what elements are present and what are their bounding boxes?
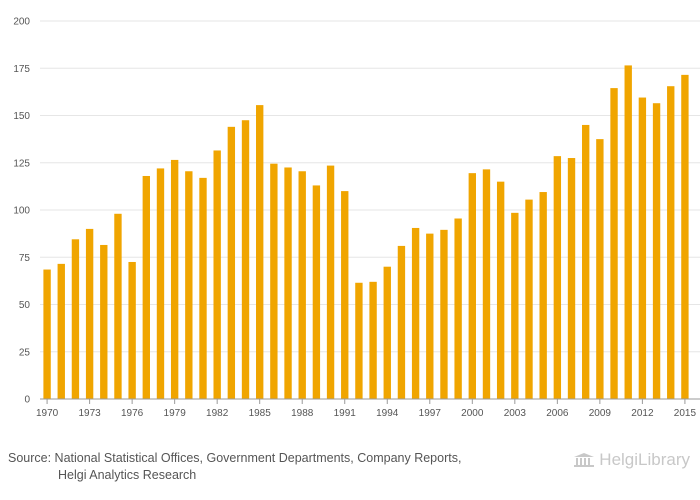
x-tick-label: 1970 (36, 408, 59, 419)
source-line-2: Helgi Analytics Research (58, 468, 197, 482)
x-tick-label: 2000 (461, 408, 484, 419)
bar-1989[interactable] (312, 185, 321, 399)
bar-1973[interactable] (85, 228, 94, 399)
source-line-1: Source: National Statistical Offices, Go… (8, 451, 462, 465)
bar-2006[interactable] (553, 156, 562, 399)
bar-2015[interactable] (681, 74, 689, 400)
bar-2014[interactable] (667, 86, 675, 399)
x-tick-label: 1997 (419, 408, 442, 419)
bar-2010[interactable] (610, 88, 618, 399)
bar-chart: 0 25 50 75 100 125 150 175 200 1970 1973 1976 1979 19… (13, 17, 700, 419)
y-tick-label: 0 (24, 395, 30, 406)
bar-2003[interactable] (511, 212, 519, 399)
helgi-library-logo: HelgiLibrary (573, 450, 690, 470)
bar-1994[interactable] (383, 266, 391, 399)
y-tick-label: 100 (13, 206, 30, 217)
x-tick-label: 2006 (546, 408, 569, 419)
bar-1993[interactable] (369, 281, 377, 399)
y-tick-label: 200 (13, 17, 30, 28)
bar-1984[interactable] (241, 120, 250, 399)
bar-2002[interactable] (496, 181, 505, 399)
y-tick-label: 50 (19, 300, 31, 311)
bar-1997[interactable] (426, 233, 434, 399)
chart-svg: 0 25 50 75 100 125 150 175 200 1970 1973 1976 1979 19… (13, 17, 700, 419)
bar-1998[interactable] (440, 229, 448, 399)
bar-2012[interactable] (638, 97, 647, 400)
y-tick-label: 75 (19, 253, 31, 264)
x-tick-label: 2015 (674, 408, 697, 419)
x-tick-label: 1979 (164, 408, 187, 419)
x-tick-label: 1991 (334, 408, 357, 419)
x-tick-label: 1994 (376, 408, 399, 419)
source-note: Source: National Statistical Offices, Go… (8, 450, 548, 484)
x-tick-label: 2012 (631, 408, 654, 419)
bar-1983[interactable] (227, 126, 236, 399)
x-tick-label: 2009 (589, 408, 612, 419)
bar-1976[interactable] (128, 261, 136, 399)
x-tick-label: 1982 (206, 408, 229, 419)
bar-1999[interactable] (454, 218, 462, 399)
bar-2009[interactable] (596, 139, 604, 399)
bar-1980[interactable] (185, 171, 193, 399)
bar-1987[interactable] (284, 167, 292, 399)
bar-2000[interactable] (468, 173, 476, 399)
bar-1982[interactable] (213, 150, 221, 399)
bar-1971[interactable] (57, 263, 65, 399)
bar-1995[interactable] (397, 245, 406, 399)
bar-2013[interactable] (652, 103, 661, 399)
bar-1981[interactable] (199, 177, 207, 399)
bar-2004[interactable] (525, 199, 533, 399)
library-building-icon (574, 453, 595, 467)
bar-1985[interactable] (256, 105, 264, 399)
bar-1996[interactable] (411, 227, 420, 399)
bar-2005[interactable] (539, 192, 547, 399)
bar-2011[interactable] (624, 65, 632, 399)
bar-1974[interactable] (100, 244, 108, 399)
bar-1978[interactable] (156, 168, 165, 399)
x-tick-label: 2003 (504, 408, 527, 419)
bar-1977[interactable] (142, 175, 150, 399)
bar-1975[interactable] (114, 213, 122, 399)
bar-1992[interactable] (355, 282, 363, 399)
x-tick-label: 1973 (78, 408, 101, 419)
x-tick-label: 1988 (291, 408, 314, 419)
x-tick-label: 1976 (121, 408, 144, 419)
bar-1972[interactable] (71, 239, 80, 399)
y-tick-label: 125 (13, 158, 30, 169)
bar-1991[interactable] (341, 191, 349, 399)
bar-1979[interactable] (170, 159, 179, 399)
bar-1990[interactable] (326, 165, 335, 399)
bar-1970[interactable] (43, 269, 51, 399)
x-tick-label: 1985 (249, 408, 272, 419)
y-tick-label: 150 (13, 111, 30, 122)
bar-2007[interactable] (567, 158, 576, 399)
bar-2008[interactable] (582, 124, 590, 399)
y-tick-label: 175 (13, 64, 30, 75)
bar-2001[interactable] (482, 169, 491, 399)
bar-1988[interactable] (298, 171, 306, 399)
bar-1986[interactable] (270, 163, 278, 399)
y-tick-label: 25 (19, 347, 31, 358)
logo-text: HelgiLibrary (599, 450, 690, 469)
